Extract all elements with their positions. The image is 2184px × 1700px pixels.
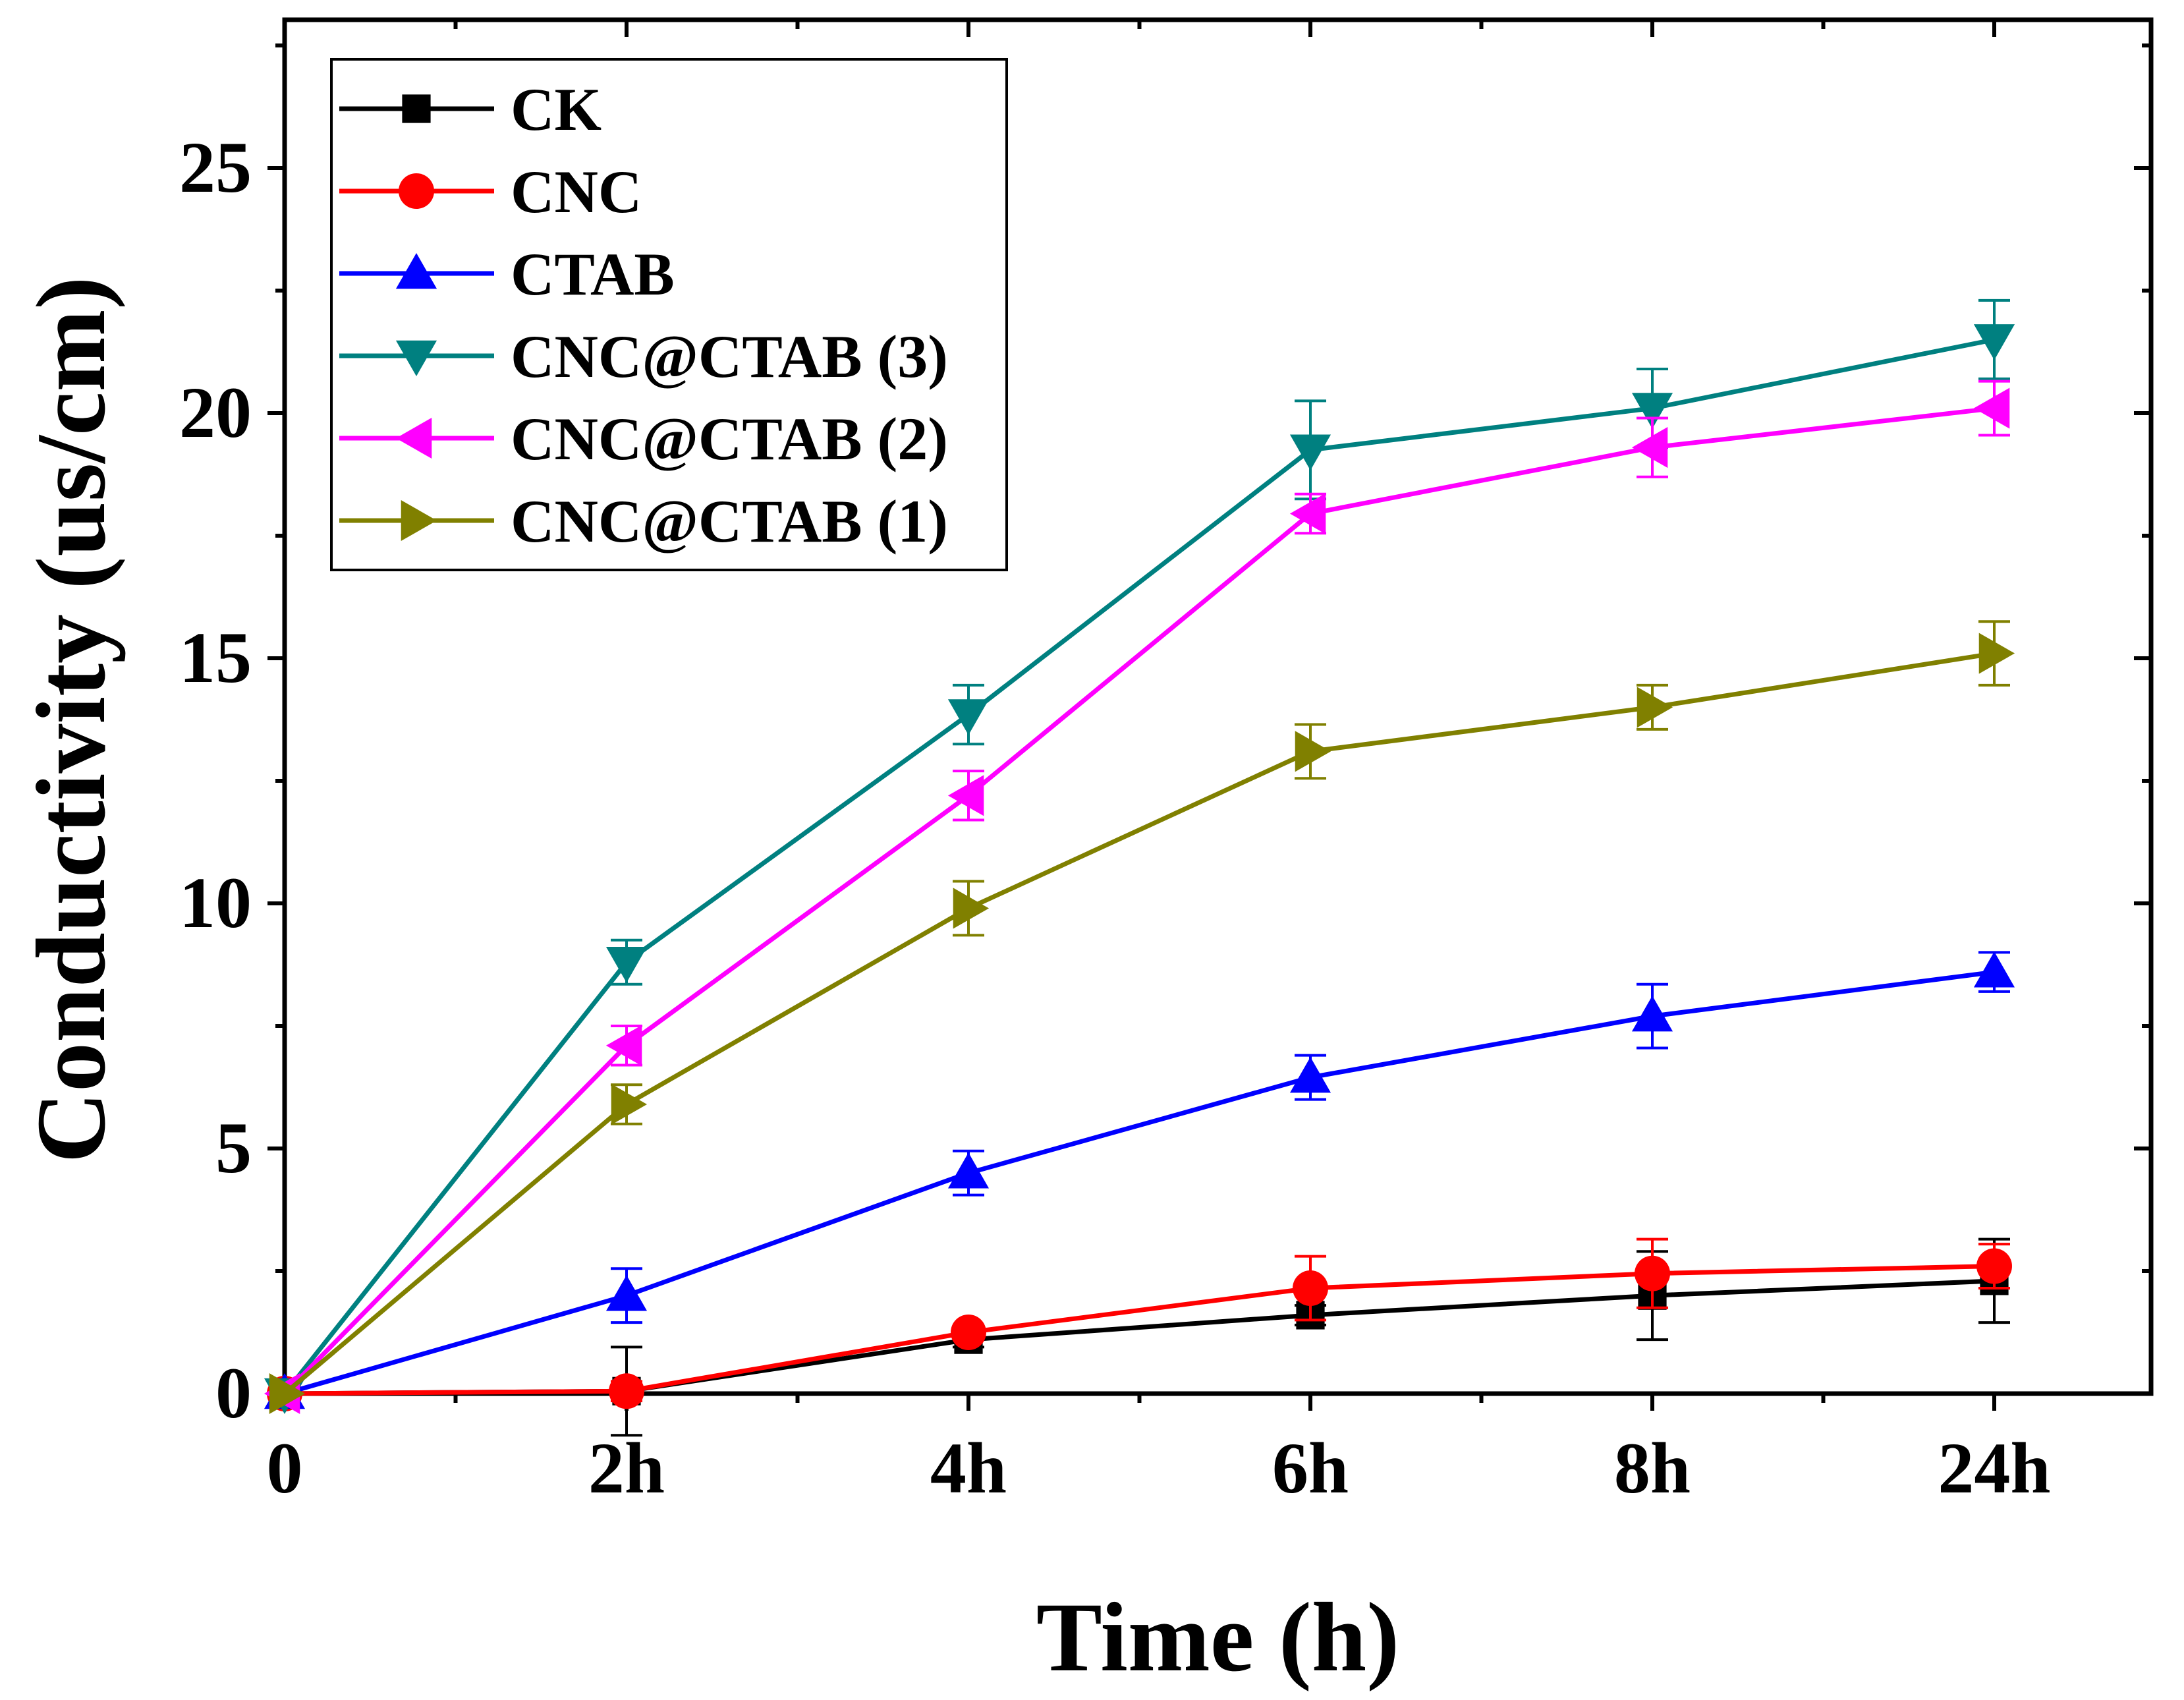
data-point: [1631, 427, 1668, 468]
data-point: [611, 1083, 648, 1125]
legend: CK CNC CTAB CNC@CTAB (3) CNC@CTAB (2) CNC@CTA…: [330, 58, 1008, 571]
data-point: [1289, 1057, 1331, 1093]
x-tick-label: 0: [267, 1428, 303, 1508]
series-line: [284, 1278, 1995, 1396]
data-point: [947, 775, 984, 816]
data-point: [1973, 951, 2015, 988]
series-line: [284, 969, 1995, 1396]
x-axis-title: Time (h): [1036, 1583, 1399, 1692]
data-point: [1973, 324, 2015, 360]
y-axis: 0 5 10 15 20 25: [179, 43, 2151, 1433]
x-tick-label: 4h: [930, 1428, 1007, 1508]
x-tick-label: 2h: [588, 1428, 665, 1508]
data-point: [1295, 731, 1331, 772]
data-point: [947, 699, 990, 735]
data-point: [605, 1275, 648, 1311]
data-point: [609, 1373, 644, 1409]
legend-marker: [401, 499, 437, 542]
data-point: [1631, 393, 1673, 429]
series-cnc-ctab-2: [264, 380, 2010, 1415]
legend-marker: [395, 252, 437, 289]
legend-marker: [395, 417, 432, 459]
series-cnc: [267, 1237, 2012, 1411]
y-tick-label: 15: [179, 617, 252, 698]
legend-item: CTAB: [339, 241, 675, 308]
legend-item: CNC@CTAB (2): [339, 405, 948, 472]
series-line: [283, 651, 1995, 1396]
series-line: [284, 1264, 1995, 1396]
data-point: [1289, 493, 1326, 534]
data-point: [1635, 1255, 1670, 1291]
series-line: [283, 337, 1995, 1396]
plot-frame: [282, 17, 2154, 1396]
data-point: [947, 1152, 990, 1189]
data-point: [605, 946, 648, 983]
legend-label: CNC@CTAB (2): [511, 405, 948, 472]
data-point: [1293, 1270, 1328, 1307]
data-point: [951, 1315, 986, 1350]
x-tick-label: 24h: [1938, 1428, 2050, 1508]
y-tick-label: 10: [179, 863, 252, 943]
x-tick-label: 6h: [1272, 1428, 1349, 1508]
legend-box: [330, 58, 1008, 571]
x-axis: 0 2h 4h 6h 8h 24h: [267, 20, 2051, 1508]
y-tick-label: 25: [179, 127, 252, 208]
x-tick-label: 8h: [1614, 1428, 1691, 1508]
data-point: [953, 888, 990, 929]
legend-marker: [402, 94, 431, 123]
legend-marker: [399, 173, 434, 209]
data-point: [1973, 387, 2010, 429]
data-point: [1978, 633, 2015, 674]
legend-label: CTAB: [511, 241, 675, 308]
legend-item: CNC@CTAB (3): [339, 323, 948, 390]
data-point: [605, 1025, 642, 1066]
series-ctab: [264, 951, 2015, 1409]
legend-marker: [395, 340, 437, 377]
legend-label: CNC: [511, 158, 642, 225]
y-tick-label: 20: [179, 372, 252, 453]
y-axis-title: Conductivity (us/cm): [16, 277, 126, 1164]
data-point: [1631, 996, 1673, 1032]
data-point: [1289, 434, 1331, 470]
legend-label: CK: [511, 76, 602, 143]
plot-border: [282, 17, 2154, 1396]
data-point: [269, 1373, 306, 1415]
y-tick-label: 5: [215, 1108, 252, 1188]
series-layer: [264, 298, 2015, 1437]
series-cnc-ctab-1: [269, 620, 2015, 1415]
data-point: [1637, 687, 1673, 728]
legend-label: CNC@CTAB (3): [511, 323, 948, 390]
y-tick-label: 0: [215, 1353, 252, 1433]
legend-item: CNC@CTAB (1): [339, 488, 948, 555]
legend-item: CK: [339, 76, 602, 143]
series-line: [283, 406, 1995, 1396]
series-ck: [270, 1237, 2010, 1437]
data-point: [1976, 1248, 2012, 1284]
legend-item: CNC: [339, 158, 642, 225]
legend-label: CNC@CTAB (1): [511, 488, 948, 555]
